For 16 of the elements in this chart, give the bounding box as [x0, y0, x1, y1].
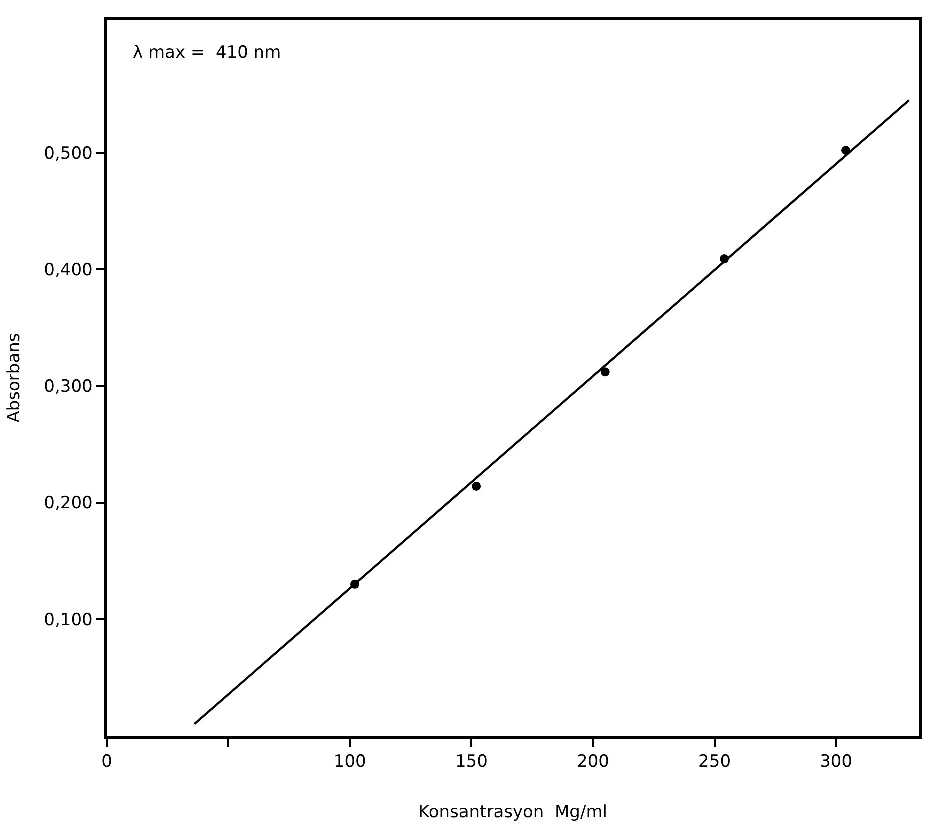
annotation: λ max = 410 nm: [133, 43, 282, 63]
point: [472, 482, 482, 491]
point: [600, 368, 610, 377]
x-tick-label: 150: [455, 752, 488, 772]
x-tick-label: 100: [334, 752, 366, 772]
y-tick-label: 0,300: [44, 377, 93, 398]
y-tick-label: 0,100: [44, 610, 93, 630]
x-axis-title: Konsantrasyon Mg/ml: [418, 802, 608, 823]
y-tick-label: 0,500: [44, 144, 93, 164]
x-tick-label: 300: [820, 752, 853, 772]
x-tick-label: 250: [698, 752, 732, 772]
x-tick-label: 200: [577, 752, 610, 772]
x-tick-label: 0: [102, 752, 112, 772]
y-tick-label: 0,200: [44, 494, 93, 514]
y-axis-title: Absorbans: [4, 333, 25, 423]
y-tick-label: 0,400: [44, 260, 93, 280]
